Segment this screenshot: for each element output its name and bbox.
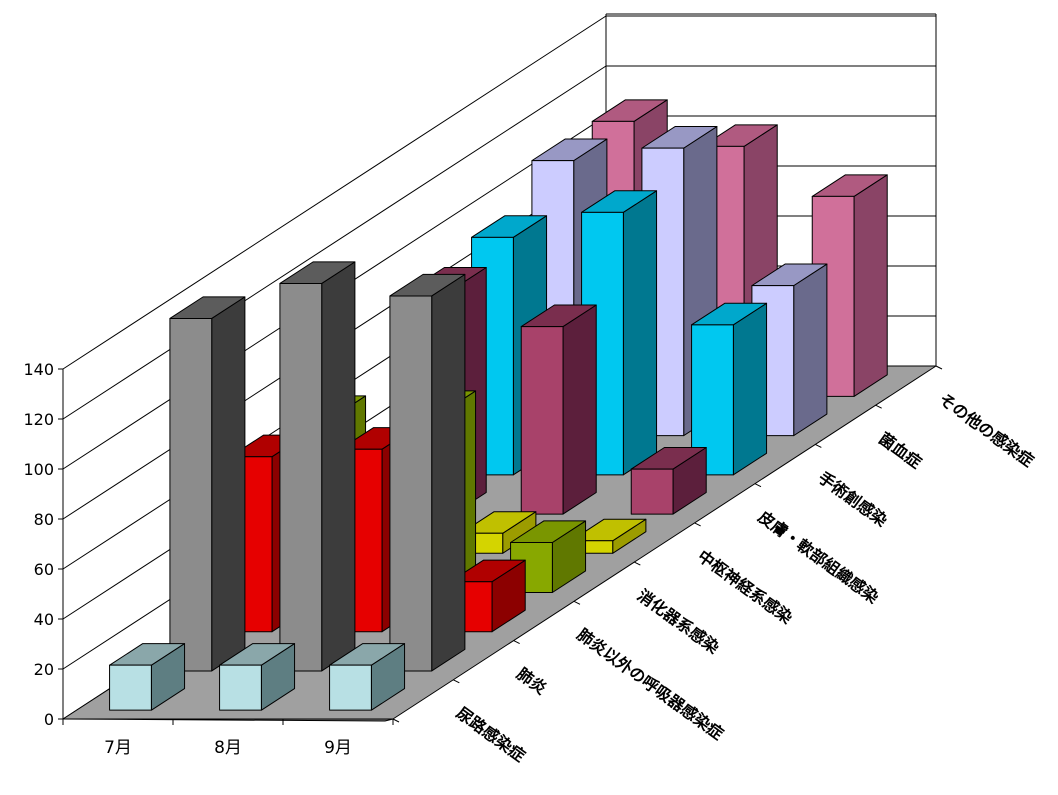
- series-label: 菌血症: [875, 429, 925, 473]
- bar: [630, 468, 674, 515]
- y-tick-label: 40: [34, 610, 54, 629]
- floor-depth-tick: [453, 679, 460, 684]
- y-tick-label: 120: [23, 410, 54, 429]
- series-label: 尿路感染症: [453, 703, 529, 765]
- floor-depth-tick: [935, 365, 943, 370]
- floor-depth-tick: [634, 561, 641, 566]
- floor-depth-tick: [513, 640, 520, 645]
- y-tick-label: 80: [34, 510, 54, 529]
- bar: [520, 326, 564, 515]
- x-tick-label: 7月: [104, 738, 132, 758]
- x-tick-label: 9月: [324, 738, 352, 758]
- bar: [169, 317, 213, 672]
- y-tick-label: 60: [34, 560, 54, 579]
- series-label: 消化器系感染: [634, 586, 724, 658]
- bar: [109, 664, 152, 711]
- y-tick-label: 140: [23, 360, 54, 379]
- bar-side: [622, 190, 658, 476]
- bar-side: [793, 263, 828, 437]
- y-tick-label: 0: [44, 710, 54, 729]
- bar-side: [853, 174, 888, 397]
- x-tick-label: 8月: [214, 738, 242, 758]
- series-label: 手術創感染: [815, 468, 892, 531]
- side-wall-gridline: [62, 65, 607, 420]
- series-label: 皮膚・軟部組織感染: [754, 507, 883, 608]
- floor-depth-tick: [573, 600, 581, 605]
- floor-depth-tick: [875, 404, 882, 409]
- y-tick-label: 100: [23, 460, 54, 479]
- y-tick-label: 20: [34, 660, 54, 679]
- floor-depth-tick: [815, 443, 822, 448]
- bar: [219, 664, 262, 711]
- floor-depth-tick: [754, 483, 762, 488]
- bar: [389, 295, 433, 672]
- bar: [279, 282, 323, 672]
- series-label: 肺炎: [513, 664, 550, 698]
- bar-side: [431, 273, 466, 672]
- bar: [329, 664, 372, 711]
- floor-depth-tick: [694, 522, 701, 527]
- bar-side: [211, 296, 246, 672]
- series-label: 中枢神経系感染: [694, 546, 797, 628]
- floor-depth-tick: [392, 718, 400, 723]
- series-label: その他の感染症: [935, 389, 1037, 470]
- bar: [691, 324, 734, 476]
- bar-side: [562, 304, 597, 515]
- floor-front-edge: [62, 718, 394, 722]
- side-wall-gridline: [62, 15, 607, 370]
- bar-side: [321, 261, 356, 672]
- bar-side: [732, 302, 768, 476]
